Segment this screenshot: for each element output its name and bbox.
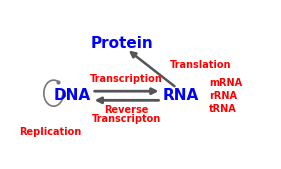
Text: RNA: RNA bbox=[163, 88, 199, 103]
Text: mRNA: mRNA bbox=[209, 78, 243, 88]
Text: Translation: Translation bbox=[170, 59, 232, 69]
Text: tRNA: tRNA bbox=[209, 104, 237, 114]
Text: Replication: Replication bbox=[19, 127, 81, 137]
Text: Protein: Protein bbox=[91, 36, 154, 51]
Text: Reverse: Reverse bbox=[105, 105, 149, 115]
Text: Transcripton: Transcripton bbox=[92, 114, 161, 124]
Text: DNA: DNA bbox=[54, 88, 91, 103]
Text: Transcription: Transcription bbox=[90, 74, 163, 84]
Text: rRNA: rRNA bbox=[209, 91, 237, 101]
